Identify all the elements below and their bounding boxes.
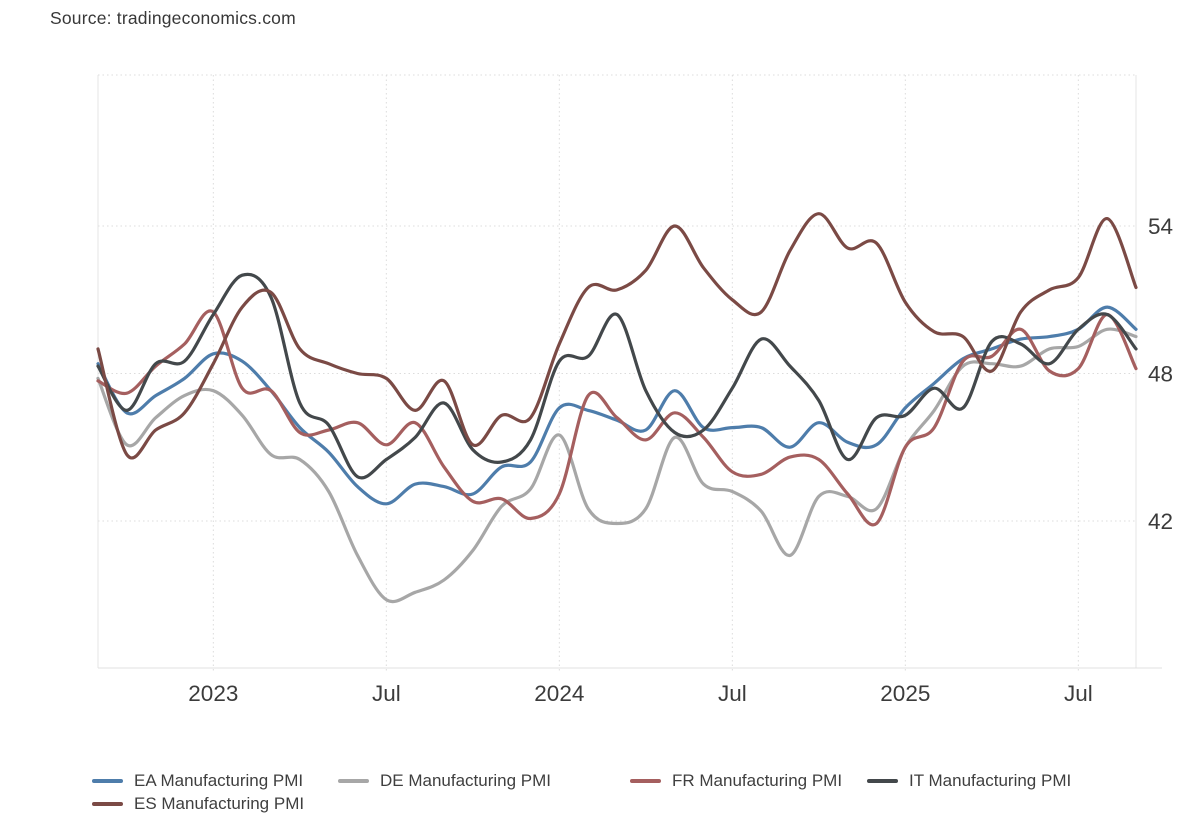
legend-swatch-icon	[92, 779, 123, 783]
legend-item-fr[interactable]: FR Manufacturing PMI	[630, 771, 842, 791]
series-line-ea	[96, 305, 1138, 506]
x-tick-label: Jul	[372, 681, 401, 706]
legend-item-es[interactable]: ES Manufacturing PMI	[92, 794, 304, 814]
legend-item-it[interactable]: IT Manufacturing PMI	[867, 771, 1071, 791]
y-tick-label: 54	[1148, 214, 1173, 239]
x-tick-label: 2023	[188, 681, 238, 706]
y-tick-label: 42	[1148, 509, 1173, 534]
series-line-de	[96, 327, 1138, 604]
legend-item-de[interactable]: DE Manufacturing PMI	[338, 771, 551, 791]
y-tick-label: 48	[1148, 362, 1173, 387]
x-tick-label: Jul	[718, 681, 747, 706]
legend-label: IT Manufacturing PMI	[909, 771, 1072, 790]
legend-item-ea[interactable]: EA Manufacturing PMI	[92, 771, 303, 791]
legend-label: FR Manufacturing PMI	[672, 771, 843, 790]
pmi-line-chart: 42 48 54 2023 Jul 2024 Jul 2025 Jul	[96, 74, 1173, 706]
x-tick-label: Jul	[1064, 681, 1093, 706]
legend-swatch-icon	[338, 779, 369, 783]
legend-label: ES Manufacturing PMI	[134, 794, 305, 813]
series-line-it	[96, 272, 1138, 480]
x-tick-label: 2025	[880, 681, 930, 706]
legend-swatch-icon	[867, 779, 898, 783]
legend-swatch-icon	[630, 779, 661, 783]
legend-label: EA Manufacturing PMI	[134, 771, 304, 790]
x-tick-label: 2024	[534, 681, 584, 706]
legend-swatch-icon	[92, 802, 123, 806]
series-line-es	[96, 212, 1138, 460]
legend-label: DE Manufacturing PMI	[380, 771, 552, 790]
source-credit: Source: tradingeconomics.com	[50, 8, 296, 28]
series-line-fr	[96, 309, 1138, 527]
